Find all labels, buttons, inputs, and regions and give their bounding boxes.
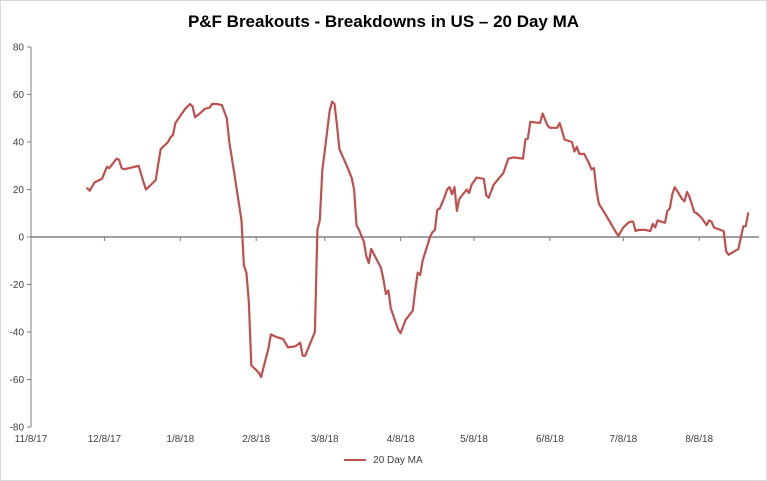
- x-tick-label: 4/8/18: [387, 434, 415, 445]
- y-axis: -80 -60 -40 -20 0 20 40 60 80: [10, 43, 32, 434]
- x-tick-label: 11/8/17: [15, 434, 48, 445]
- y-tick-label: -80: [10, 423, 25, 434]
- legend-swatch: [344, 459, 367, 462]
- x-tick-label: 2/8/18: [242, 434, 270, 445]
- x-tick-label: 7/8/18: [609, 434, 637, 445]
- y-tick-label: -20: [10, 280, 25, 291]
- y-tick-label: -60: [10, 375, 25, 386]
- x-tick-label: 12/8/17: [88, 434, 122, 445]
- y-tick-label: 60: [13, 90, 25, 101]
- series-layer: [86, 100, 750, 379]
- y-tick-label: -40: [10, 328, 25, 339]
- x-axis: 11/8/17 12/8/17 1/8/18 2/8/18 3/8/18 4/8/18 5/…: [15, 236, 759, 445]
- x-tick-label: 8/8/18: [685, 434, 713, 445]
- x-tick-label: 5/8/18: [460, 434, 488, 445]
- series-line-20-day-ma: [86, 100, 750, 379]
- chart-title: P&F Breakouts - Breakdowns in US – 20 Da…: [187, 12, 580, 31]
- x-tick-label: 1/8/18: [166, 434, 194, 445]
- legend-label: 20 Day MA: [373, 455, 423, 466]
- x-tick-label: 3/8/18: [311, 434, 339, 445]
- x-tick-label: 6/8/18: [536, 434, 564, 445]
- y-tick-label: 20: [13, 185, 25, 196]
- y-tick-label: 40: [13, 138, 25, 149]
- y-tick-label: 0: [18, 233, 24, 244]
- y-tick-label: 80: [13, 43, 25, 54]
- legend: 20 Day MA: [0, 455, 767, 466]
